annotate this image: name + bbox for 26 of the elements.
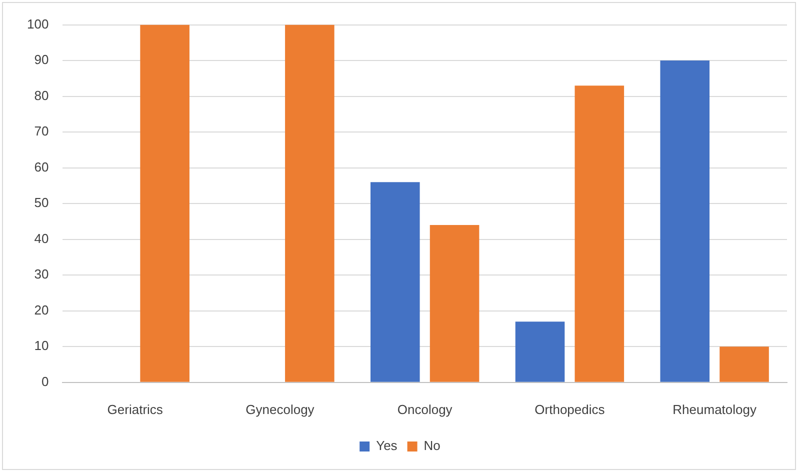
bar (574, 86, 624, 382)
bar (140, 24, 190, 382)
legend-label: Yes (376, 438, 398, 454)
y-tick-label: 0 (41, 374, 49, 389)
x-tick-label: Oncology (397, 402, 453, 417)
x-tick-label: Rheumatology (672, 402, 757, 417)
y-tick-label: 50 (34, 195, 49, 210)
y-tick-label: 80 (34, 88, 49, 103)
y-tick-label: 90 (34, 52, 49, 68)
y-tick-label: 30 (34, 266, 49, 282)
x-tick-label: Gynecology (246, 402, 315, 417)
bar (285, 24, 334, 382)
y-tick-label: 20 (34, 302, 49, 318)
bar (720, 346, 769, 382)
bar (430, 225, 480, 382)
y-tick-label: 100 (26, 16, 49, 32)
y-tick-label: 40 (34, 230, 49, 246)
y-tick-label: 70 (34, 124, 49, 139)
bar (515, 322, 565, 382)
x-tick-label: Orthopedics (534, 402, 606, 417)
bar (660, 60, 710, 382)
x-tick-label: Geriatrics (107, 402, 164, 417)
legend-label: No (424, 438, 440, 454)
bar (370, 182, 420, 382)
y-tick-label: 10 (34, 338, 49, 354)
y-tick-label: 60 (34, 159, 49, 174)
